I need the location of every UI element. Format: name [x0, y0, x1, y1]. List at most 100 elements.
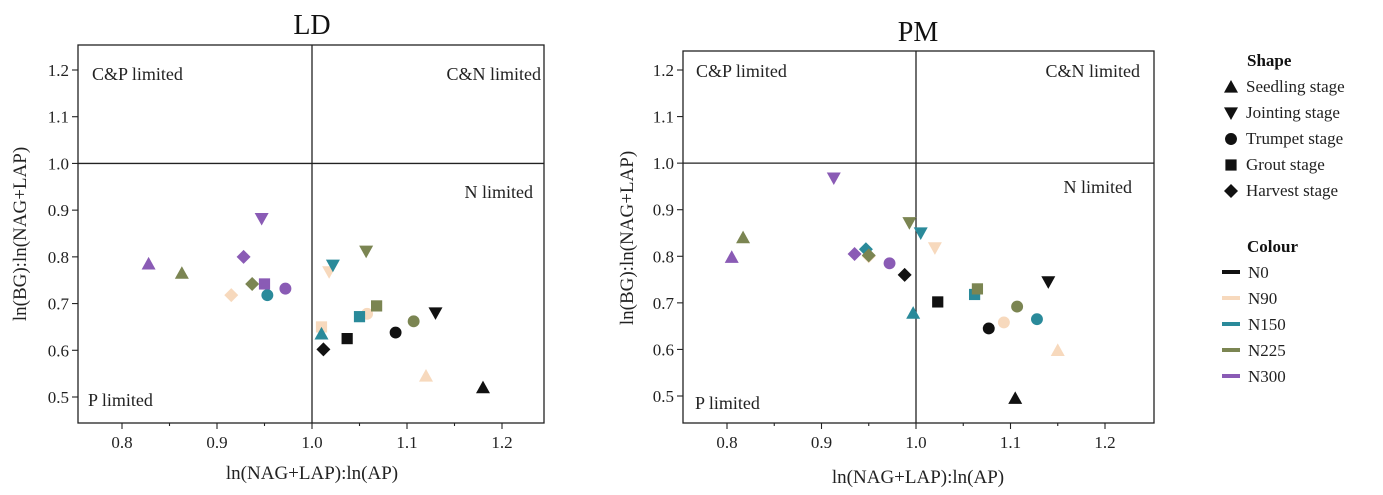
x-tick-label: 1.2	[1094, 433, 1115, 452]
reference-lines	[78, 45, 544, 423]
data-points	[724, 172, 1065, 404]
data-point-n300-triangle-up	[724, 250, 739, 263]
panel-title: LD	[293, 10, 330, 41]
legend-shape-label: Seedling stage	[1246, 77, 1345, 96]
data-point-n0-square	[932, 296, 944, 308]
y-tick-label: 0.6	[48, 341, 69, 360]
y-axis-label: ln(BG):ln(NAG+LAP)	[10, 147, 31, 321]
data-point-n300-square	[258, 278, 271, 290]
y-tick-label: 0.9	[48, 201, 69, 220]
region-label-cn-limited: C&N limited	[447, 64, 542, 84]
data-point-n225-circle	[1011, 300, 1024, 313]
legend-colour-label: N300	[1248, 367, 1286, 386]
legend-shape-label: Jointing stage	[1246, 103, 1340, 122]
data-point-n225-square	[971, 283, 984, 295]
data-point-n0-square	[341, 333, 353, 345]
data-point-n90-diamond	[224, 288, 239, 303]
triangle-up-icon	[1224, 80, 1238, 93]
data-point-n225-triangle-down	[359, 245, 374, 259]
region-label-n-limited: N limited	[465, 182, 534, 202]
y-tick-label: 1.1	[653, 108, 674, 127]
data-point-n300-triangle-down	[826, 172, 841, 186]
x-tick-label: 0.8	[716, 433, 737, 452]
data-point-n300-triangle-down	[254, 212, 269, 226]
y-tick-label: 1.1	[48, 108, 69, 127]
legend-colour-label: N0	[1248, 263, 1269, 282]
axis-ticks: 0.8 0.9 1.0 1.1 1.2 0.5 0.6 0.7 0.8 0.9 1.0 1.1 1.2	[653, 61, 1116, 452]
legend-shape-items: Seedling stage Jointing stage Trumpet stag…	[1224, 77, 1345, 200]
data-point-n90-triangle-up	[419, 368, 433, 382]
x-tick-label: 1.0	[301, 433, 322, 452]
data-point-n150-triangle-down	[325, 259, 340, 273]
y-tick-label: 0.7	[48, 295, 70, 314]
data-point-n0-triangle-up	[476, 380, 490, 394]
legend-colour-title: Colour	[1247, 237, 1298, 256]
legend-colour-label: N225	[1248, 341, 1286, 360]
data-point-n90-triangle-up	[1050, 343, 1065, 356]
data-point-n300-circle	[279, 282, 292, 295]
x-tick-label: 1.2	[491, 433, 512, 452]
data-point-n150-square	[353, 311, 366, 323]
y-axis-label: ln(BG):ln(NAG+LAP)	[617, 151, 638, 325]
data-point-n225-circle	[407, 315, 420, 328]
legend-colour-items: N0 N90 N150 N225 N300	[1222, 263, 1286, 386]
data-point-n0-triangle-up	[1008, 391, 1023, 404]
data-point-n0-circle	[982, 322, 995, 335]
data-point-n0-triangle-down	[1041, 276, 1056, 289]
y-tick-label: 0.5	[653, 387, 674, 406]
data-points	[141, 212, 490, 394]
panel-title: PM	[898, 17, 939, 48]
data-point-n150-triangle-up	[314, 326, 329, 340]
y-tick-label: 0.9	[653, 201, 674, 220]
x-tick-label: 0.8	[111, 433, 132, 452]
region-label-n-limited: N limited	[1064, 177, 1133, 197]
legend: Shape Seedling stage Jointing stage Trumpe…	[1222, 51, 1345, 386]
legend-shape-label: Trumpet stage	[1246, 129, 1343, 148]
x-tick-label: 0.9	[811, 433, 832, 452]
panel-pm: PM 0.8 0.9 1.0 1.1 1.2 0.5 0.6 0.7 0.8 0.9 1.0 1.1 1…	[617, 17, 1155, 488]
region-label-p-limited: P limited	[695, 393, 760, 413]
data-point-n300-diamond	[236, 249, 251, 264]
region-label-cn-limited: C&N limited	[1046, 61, 1141, 81]
data-point-n225-triangle-up	[174, 266, 189, 279]
reference-lines	[683, 51, 1154, 423]
data-point-n150-triangle-down	[913, 227, 928, 240]
y-tick-label: 1.2	[653, 61, 674, 80]
legend-shape-label: Grout stage	[1246, 155, 1325, 174]
data-point-n225-square	[371, 300, 383, 312]
data-point-n90-circle	[997, 316, 1010, 329]
x-tick-label: 1.1	[1000, 433, 1021, 452]
region-label-p-limited: P limited	[88, 390, 153, 410]
y-tick-label: 0.7	[653, 294, 675, 313]
data-point-n150-circle	[261, 289, 274, 302]
y-tick-label: 0.8	[48, 248, 69, 267]
data-point-n90-triangle-down	[927, 242, 942, 255]
data-point-n225-triangle-up	[736, 230, 751, 244]
y-tick-label: 0.5	[48, 388, 69, 407]
square-icon	[1225, 159, 1237, 171]
circle-icon	[1225, 133, 1237, 145]
data-point-n300-triangle-up	[141, 256, 156, 270]
x-tick-label: 1.1	[396, 433, 417, 452]
legend-colour-label: N150	[1248, 315, 1286, 334]
plot-frame	[682, 50, 1155, 424]
data-point-n90-square	[315, 321, 328, 333]
region-label-cp-limited: C&P limited	[92, 64, 183, 84]
x-tick-label: 0.9	[206, 433, 227, 452]
data-point-n225-diamond	[245, 276, 260, 291]
data-point-n225-diamond	[861, 248, 876, 263]
x-axis-label: ln(NAG+LAP):ln(AP)	[226, 463, 398, 484]
y-tick-label: 0.6	[653, 340, 674, 359]
data-point-n150-triangle-up	[906, 306, 921, 319]
plot-frame	[77, 44, 545, 424]
data-point-n0-diamond	[316, 342, 331, 357]
legend-shape-title: Shape	[1247, 51, 1292, 70]
x-tick-label: 1.0	[905, 433, 926, 452]
y-tick-label: 1.2	[48, 61, 69, 80]
panel-ld: LD 0.8 0.9 1.0 1.1 1.2 0.5 0.6 0.7 0.8 0.9 1.0 1.1 1…	[10, 10, 545, 484]
data-point-n0-circle	[389, 326, 402, 339]
data-point-n300-circle	[883, 257, 896, 270]
diamond-icon	[1224, 184, 1238, 198]
data-point-n150-circle	[1031, 313, 1043, 326]
